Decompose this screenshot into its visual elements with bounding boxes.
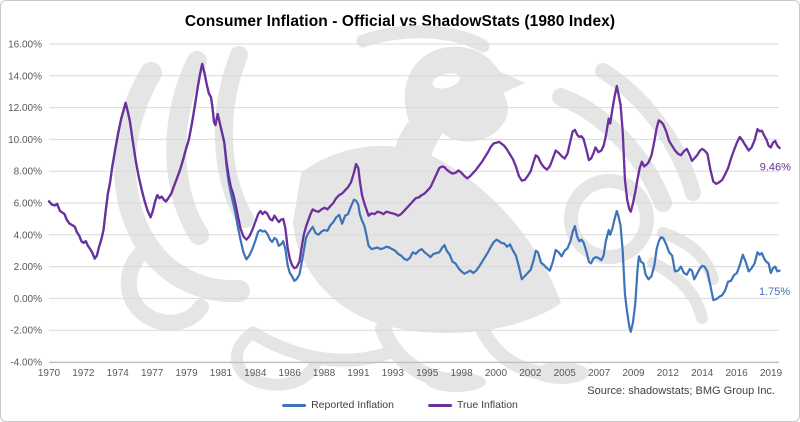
x-axis-tick-label: 2014 [691, 368, 714, 379]
y-axis-tick-label: 14.00% [8, 71, 42, 82]
x-axis-tick-label: 1995 [416, 368, 439, 379]
x-axis-tick-label: 1974 [107, 368, 130, 379]
x-axis-tick-label: 1988 [313, 368, 336, 379]
chart-title: Consumer Inflation - Official vs ShadowS… [184, 13, 616, 30]
griffin-watermark-icon [114, 25, 719, 392]
x-axis-tick-label: 1998 [450, 368, 473, 379]
x-axis-tick-label: 1991 [347, 368, 370, 379]
y-axis-tick-label: 16.00% [8, 40, 42, 51]
y-axis-tick-label: -4.00% [10, 358, 42, 369]
x-axis-tick-label: 2009 [622, 368, 645, 379]
y-axis-tick-label: 0.00% [14, 294, 42, 305]
line-end-value-label: 9.46% [760, 161, 791, 173]
line-end-value-label: 1.75% [759, 286, 790, 298]
legend-label-reported-inflation: Reported Inflation [311, 399, 394, 411]
x-axis-tick-label: 2007 [588, 368, 611, 379]
reported-inflation-line-swatch [282, 403, 307, 407]
source-note: Source: shadowstats; BMG Group Inc. [587, 385, 775, 397]
y-axis-tick-label: 10.00% [8, 135, 42, 146]
true-inflation-line [47, 62, 781, 270]
x-axis-tick-label: 2005 [554, 368, 577, 379]
x-axis-tick-label: 2016 [725, 368, 748, 379]
x-axis-tick-label: 1986 [279, 368, 302, 379]
x-axis-tick-label: 1993 [382, 368, 405, 379]
x-axis-tick-label: 1970 [38, 368, 61, 379]
griffin-eye [432, 73, 460, 89]
legend-item-reported-inflation: Reported Inflation [282, 399, 394, 411]
x-axis-tick-label: 1972 [72, 368, 95, 379]
x-axis-tick-label: 2002 [519, 368, 542, 379]
x-axis-tick-label: 1981 [210, 368, 233, 379]
y-axis-tick-label: -2.00% [10, 326, 42, 337]
x-axis-tick-label: 2012 [657, 368, 680, 379]
legend-label-true-inflation: True Inflation [456, 399, 518, 411]
x-axis-tick-label: 1979 [175, 368, 198, 379]
y-axis-tick-label: 2.00% [14, 262, 42, 273]
y-axis-tick-label: 12.00% [8, 103, 42, 114]
true-inflation-line-swatch [427, 403, 452, 407]
y-axis-tick-label: 4.00% [14, 230, 42, 241]
x-axis-tick-label: 2000 [485, 368, 508, 379]
x-axis-tick-label: 1984 [244, 368, 267, 379]
legend-item-true-inflation: True Inflation [427, 399, 518, 411]
y-axis-tick-label: 6.00% [14, 199, 42, 210]
chart-legend: Reported Inflation True Inflation [282, 399, 518, 411]
x-axis-tick-label: 1977 [141, 368, 164, 379]
x-axis-tick-label: 2019 [760, 368, 783, 379]
y-axis-tick-label: 8.00% [14, 167, 42, 178]
